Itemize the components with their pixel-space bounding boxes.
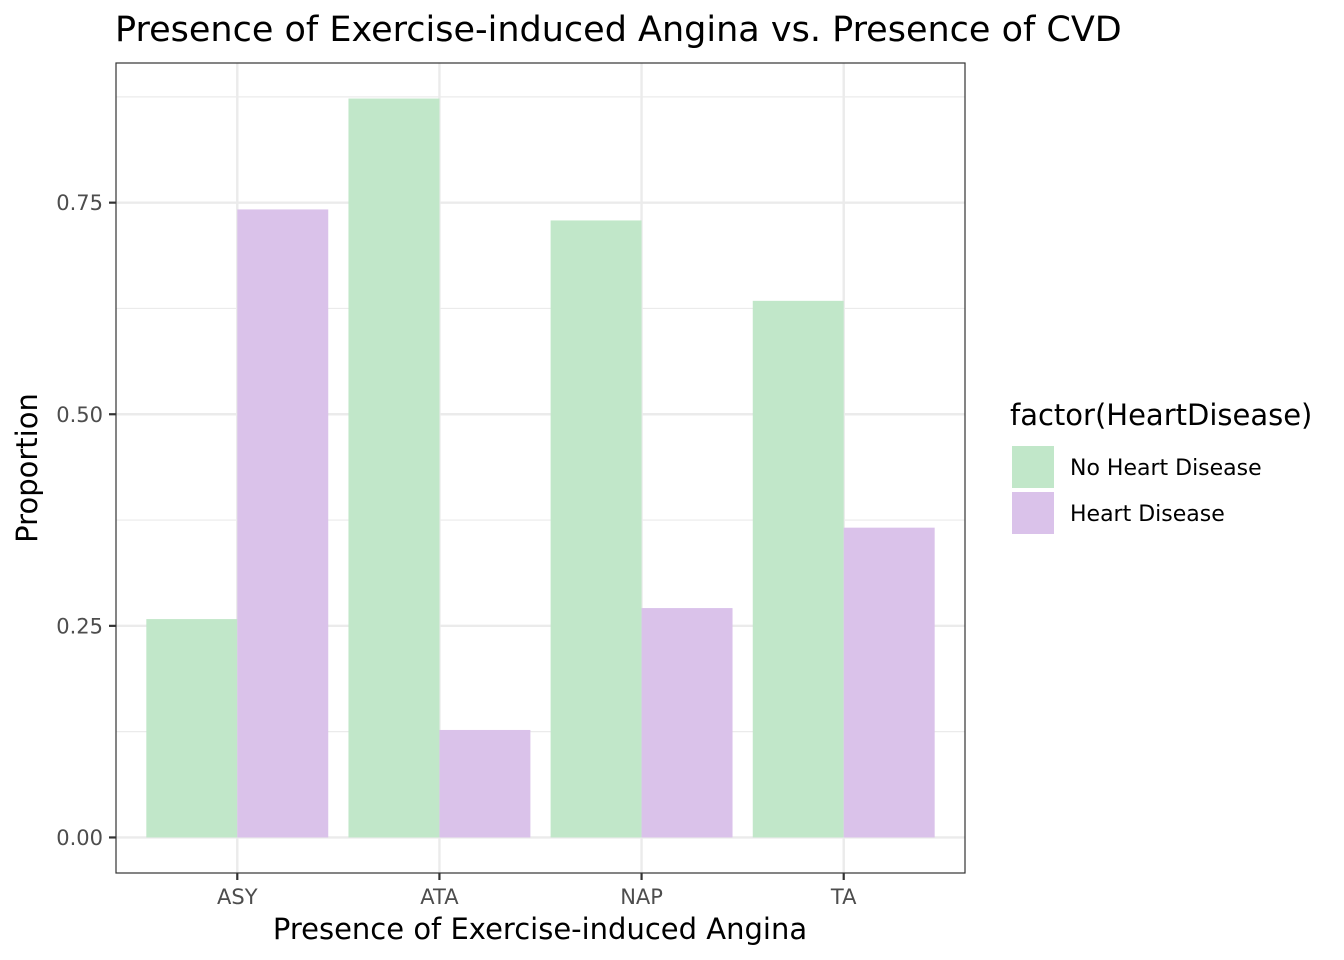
x-tick-label: TA	[830, 885, 857, 909]
plot-panel	[115, 62, 966, 874]
x-axis-title: Presence of Exercise-induced Angina	[273, 912, 807, 946]
legend-title: factor(HeartDisease)	[1010, 398, 1312, 432]
x-tick-label: ATA	[420, 885, 459, 909]
y-axis: 0.00 0.25 0.50 0.75	[56, 191, 116, 850]
bar-asy-heart-disease	[237, 209, 329, 838]
x-tick-label: ASY	[217, 885, 258, 909]
legend-label: Heart Disease	[1070, 502, 1225, 527]
bar-ta-no-heart-disease	[752, 300, 844, 838]
bar-nap-heart-disease	[641, 608, 733, 838]
chart-title: Presence of Exercise-induced Angina vs. …	[115, 10, 1122, 50]
x-axis: ASY ATA NAP TA	[217, 873, 857, 909]
y-tick-label: 0.75	[56, 191, 103, 215]
y-tick-label: 0.25	[56, 614, 103, 638]
bar-ta-heart-disease	[843, 527, 935, 838]
plot-border	[115, 62, 966, 874]
bar-ata-no-heart-disease	[348, 98, 440, 838]
y-tick-label: 0.50	[56, 403, 103, 427]
bar-ata-heart-disease	[439, 729, 531, 838]
x-tick-label: NAP	[620, 885, 663, 909]
legend: factor(HeartDisease) No Heart Disease Hea…	[1010, 398, 1312, 534]
legend-swatch	[1012, 446, 1054, 488]
y-tick-label: 0.00	[56, 826, 103, 850]
bar-nap-no-heart-disease	[550, 220, 642, 838]
legend-swatch	[1012, 492, 1054, 534]
legend-label: No Heart Disease	[1070, 456, 1262, 481]
bar-asy-no-heart-disease	[146, 619, 238, 838]
y-axis-title: Proportion	[10, 393, 44, 543]
